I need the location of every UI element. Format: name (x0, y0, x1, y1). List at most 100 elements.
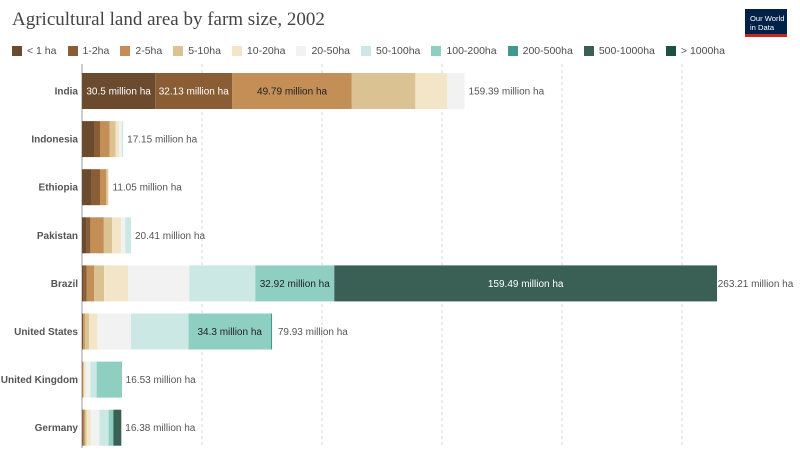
bar-segment[interactable] (232, 73, 352, 109)
bar-segment[interactable] (96, 361, 122, 398)
legend-swatch (67, 46, 78, 56)
legend-item[interactable]: 2-5ha (120, 45, 162, 57)
bar-segment[interactable] (108, 409, 113, 446)
category-label: Germany (35, 423, 79, 434)
segment-label: 49.79 million ha (257, 87, 327, 98)
legend-label: < 1 ha (27, 45, 57, 57)
bar-segment[interactable] (334, 265, 718, 302)
bar-segment[interactable] (90, 217, 104, 254)
bar-segment[interactable] (125, 217, 131, 254)
bar-segment[interactable] (83, 409, 85, 446)
bar-segment[interactable] (82, 409, 83, 446)
bar-segment[interactable] (97, 313, 131, 350)
bar-segment[interactable] (113, 409, 122, 446)
bar-segment[interactable] (84, 409, 87, 446)
legend-item[interactable]: 1-2ha (67, 45, 109, 57)
legend-swatch (665, 46, 676, 56)
legend-item[interactable]: 200-500ha (507, 45, 573, 57)
bar-segment[interactable] (128, 265, 190, 302)
legend-swatch (120, 46, 131, 56)
legend-label: 10-20ha (246, 45, 286, 57)
legend-swatch (12, 46, 22, 56)
bar-segment[interactable] (86, 409, 91, 446)
legend-label: 20-50ha (311, 45, 351, 57)
bar-segment[interactable] (82, 313, 84, 350)
bar-segment[interactable] (83, 361, 86, 398)
total-label: 20.41 million ha (135, 231, 205, 242)
legend-swatch (296, 46, 307, 56)
total-label: 16.38 million ha (125, 423, 195, 434)
bar-segment[interactable] (99, 409, 109, 446)
bar-segment[interactable] (94, 121, 100, 158)
bar-segment[interactable] (121, 217, 126, 254)
bar-segment[interactable] (85, 361, 91, 398)
bar-segment[interactable] (82, 409, 84, 446)
bar-segment[interactable] (112, 217, 122, 254)
legend-item[interactable]: > 1000ha (665, 45, 725, 57)
bar-segment[interactable] (100, 169, 106, 206)
bar-segment[interactable] (115, 121, 120, 158)
bar-segment[interactable] (82, 361, 84, 398)
legend-item[interactable]: 20-50ha (296, 45, 350, 57)
bar-segment[interactable] (112, 409, 114, 446)
bar-segment[interactable] (130, 313, 189, 350)
segment-label: 32.13 million ha (159, 87, 229, 98)
bar-segment[interactable] (91, 169, 100, 206)
bar-segment[interactable] (82, 121, 94, 158)
legend-label: 2-5ha (135, 45, 163, 57)
bar-segment[interactable] (90, 409, 100, 446)
bar-segment[interactable] (109, 121, 116, 158)
legend-item[interactable]: 500-1000ha (583, 45, 655, 57)
legend-swatch (507, 46, 518, 56)
bar-segment[interactable] (155, 73, 233, 109)
bar-segment[interactable] (83, 313, 85, 350)
legend-label: 500-1000ha (598, 45, 655, 57)
bar-segment[interactable] (100, 121, 110, 158)
bar-segment[interactable] (82, 73, 156, 109)
bar-segment[interactable] (84, 313, 89, 350)
legend-item[interactable]: 50-100ha (361, 45, 420, 57)
chart-title: Agricultural land area by farm size, 200… (12, 9, 325, 30)
bar-segment[interactable] (86, 265, 94, 302)
legend-item[interactable]: < 1 ha (12, 45, 57, 57)
bar-segment[interactable] (82, 169, 92, 206)
bar-segment[interactable] (103, 217, 113, 254)
total-label: 263.21 million ha (718, 279, 794, 290)
bar-segment[interactable] (82, 265, 84, 302)
bar-segment[interactable] (82, 217, 87, 254)
bar-segment[interactable] (94, 265, 105, 302)
total-label: 17.15 million ha (127, 135, 197, 146)
legend-item[interactable]: 10-20ha (231, 45, 286, 57)
legend-label: 5-10ha (188, 45, 221, 57)
bar-segment[interactable] (270, 313, 273, 350)
total-label: 159.39 million ha (469, 87, 545, 98)
total-label: 11.05 million ha (113, 183, 183, 194)
bar-segment[interactable] (447, 73, 465, 109)
bar-segment[interactable] (104, 265, 129, 302)
logo-line-1: Our World (750, 14, 785, 23)
bar-segment[interactable] (119, 121, 122, 158)
bar-segment[interactable] (415, 73, 448, 109)
bar-segment[interactable] (121, 121, 124, 158)
bar-segment[interactable] (189, 265, 256, 302)
bar-segment[interactable] (188, 313, 271, 350)
bar-segment[interactable] (90, 361, 97, 398)
segment-label: 30.5 million ha (86, 87, 151, 98)
category-label: United Kingdom (1, 375, 78, 386)
bar-segment[interactable] (351, 73, 416, 109)
legend-item[interactable]: 100-200ha (431, 45, 497, 57)
bar-segment[interactable] (88, 313, 98, 350)
category-label: Pakistan (37, 231, 78, 242)
legend-label: 100-200ha (446, 45, 497, 57)
bar-segment[interactable] (255, 265, 335, 302)
category-label: India (55, 87, 79, 98)
bar-segment[interactable] (121, 361, 122, 398)
legend-item[interactable]: 5-10ha (173, 45, 221, 57)
legend-label: 50-100ha (376, 45, 421, 57)
bar-segment[interactable] (106, 169, 108, 206)
bar-segment[interactable] (86, 217, 91, 254)
bar-segment[interactable] (107, 169, 109, 206)
segment-label: 34.3 million ha (197, 327, 262, 338)
bar-segment[interactable] (83, 265, 87, 302)
owid-logo[interactable]: Our World in Data (745, 9, 787, 37)
